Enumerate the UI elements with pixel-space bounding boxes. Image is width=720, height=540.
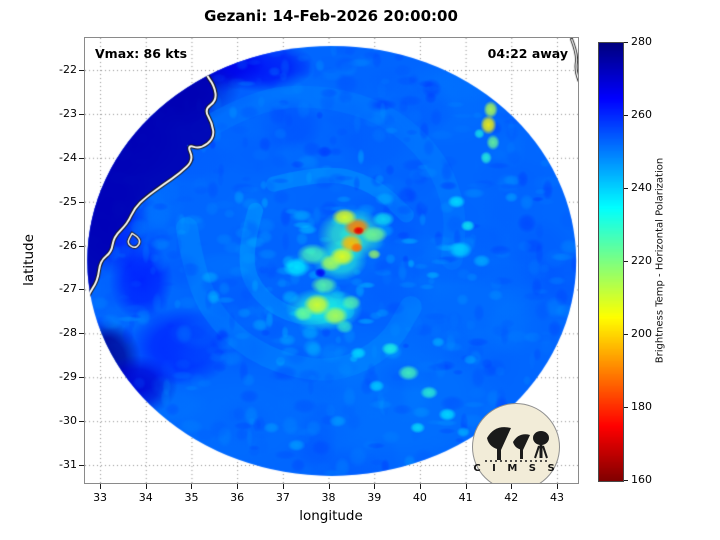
y-tick-label: -25 bbox=[59, 194, 77, 208]
x-tick-label: 39 bbox=[367, 491, 382, 504]
colorbar-tick-mark bbox=[624, 334, 628, 335]
colorbar-tick-label: 200 bbox=[631, 327, 652, 340]
x-tick-label: 40 bbox=[412, 491, 427, 504]
x-tick-label: 42 bbox=[504, 491, 519, 504]
x-tick-label: 33 bbox=[93, 491, 108, 504]
x-tick-label: 41 bbox=[458, 491, 473, 504]
y-tick-mark bbox=[79, 70, 84, 72]
x-tick-mark bbox=[145, 484, 147, 489]
y-tick-mark bbox=[79, 201, 84, 203]
plot-title: Gezani: 14-Feb-2026 20:00:00 bbox=[204, 7, 458, 25]
vmax-annotation: Vmax: 86 kts bbox=[95, 46, 188, 61]
plot-area: Vmax: 86 kts 04:22 away C I M S S bbox=[84, 37, 579, 484]
colorbar-tick-label: 260 bbox=[631, 108, 652, 121]
colorbar-tick-label: 160 bbox=[631, 473, 652, 486]
x-tick-mark bbox=[419, 484, 421, 489]
colorbar-tick-mark bbox=[624, 115, 628, 116]
cimss-logo-art bbox=[485, 427, 549, 462]
x-tick-mark bbox=[374, 484, 376, 489]
y-tick-mark bbox=[79, 465, 84, 466]
x-tick-mark bbox=[465, 484, 467, 489]
y-tick-label: -27 bbox=[59, 282, 77, 296]
y-tick-mark bbox=[79, 245, 84, 247]
x-tick-label: 38 bbox=[321, 491, 336, 504]
colorbar-tick-mark bbox=[624, 261, 628, 262]
x-tick-mark bbox=[100, 484, 102, 489]
y-tick-label: -31 bbox=[59, 458, 77, 471]
y-tick-mark bbox=[79, 377, 84, 379]
y-tick-mark bbox=[79, 421, 84, 423]
colorbar bbox=[598, 42, 624, 482]
y-tick-label: -22 bbox=[59, 63, 77, 77]
cimss-logo: C I M S S bbox=[472, 403, 560, 483]
x-tick-label: 35 bbox=[184, 491, 199, 504]
radar-dish-icon bbox=[487, 427, 511, 450]
x-tick-mark bbox=[282, 484, 284, 489]
y-tick-mark bbox=[79, 113, 84, 115]
y-tick-label: -29 bbox=[59, 370, 77, 384]
y-tick-mark bbox=[79, 289, 84, 291]
colorbar-tick-mark bbox=[624, 480, 628, 481]
colorbar-tick-mark bbox=[624, 407, 628, 408]
colorbar-label: Brightness Temp - Horizontal Polarizatio… bbox=[654, 157, 666, 364]
colorbar-tick-label: 220 bbox=[631, 254, 652, 267]
x-tick-label: 36 bbox=[230, 491, 245, 504]
cimss-logo-text: C I M S S bbox=[473, 463, 559, 474]
eta-annotation: 04:22 away bbox=[487, 46, 568, 61]
colorbar-tick-label: 180 bbox=[631, 400, 652, 413]
small-dish-icon bbox=[513, 434, 530, 450]
y-tick-label: -23 bbox=[59, 106, 77, 120]
x-axis-label: longitude bbox=[299, 508, 363, 524]
y-tick-label: -28 bbox=[59, 326, 77, 340]
y-tick-label: -30 bbox=[59, 414, 77, 428]
colorbar-tick-mark bbox=[624, 188, 628, 189]
colorbar-tick-mark bbox=[624, 42, 628, 43]
y-tick-label: -24 bbox=[59, 150, 77, 164]
x-tick-mark bbox=[511, 484, 513, 489]
x-tick-mark bbox=[237, 484, 239, 489]
x-tick-mark bbox=[328, 484, 330, 489]
x-tick-label: 43 bbox=[549, 491, 564, 504]
x-tick-label: 37 bbox=[275, 491, 290, 504]
colorbar-tick-label: 240 bbox=[631, 181, 652, 194]
y-tick-mark bbox=[79, 157, 84, 159]
x-tick-mark bbox=[556, 484, 558, 489]
colorbar-tick-label: 280 bbox=[631, 35, 652, 48]
water-tower-icon bbox=[533, 431, 549, 445]
x-tick-mark bbox=[191, 484, 193, 489]
y-tick-label: -26 bbox=[59, 238, 77, 252]
x-tick-label: 34 bbox=[138, 491, 153, 504]
y-axis-label: latitude bbox=[21, 234, 37, 286]
y-tick-mark bbox=[79, 333, 84, 335]
